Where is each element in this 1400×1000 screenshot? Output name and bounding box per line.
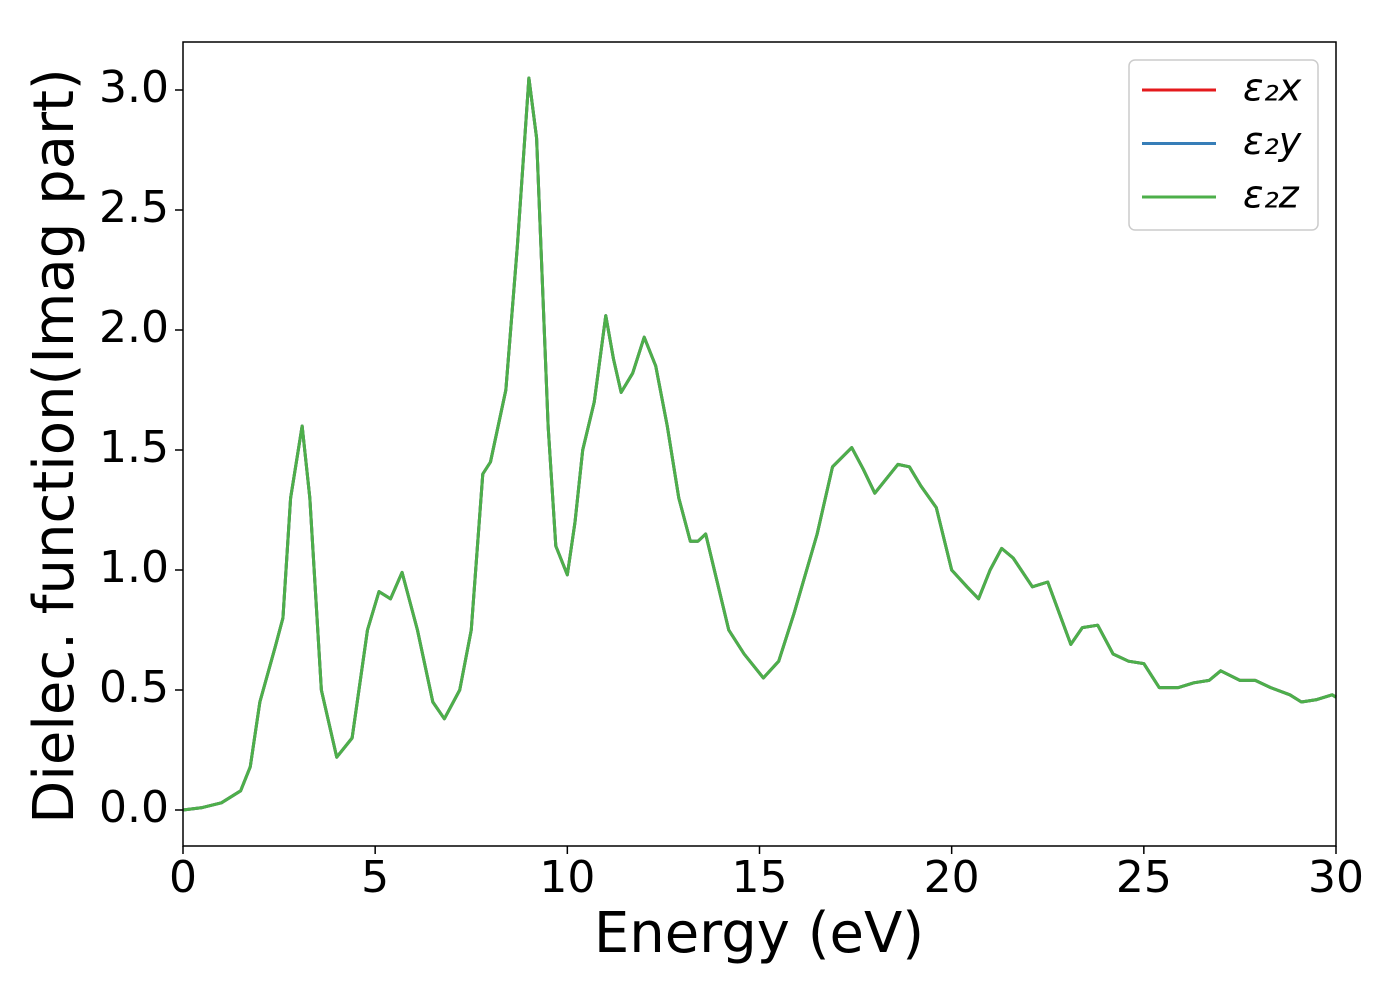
x-tick-label: 30 bbox=[1308, 852, 1364, 903]
y-tick-label: 1.5 bbox=[99, 422, 169, 473]
data-line bbox=[182, 76, 1337, 812]
x-tick-label: 20 bbox=[924, 852, 980, 903]
plot-frame bbox=[182, 41, 1337, 847]
y-tick-label: 0.0 bbox=[99, 782, 169, 833]
x-tick-label: 15 bbox=[732, 852, 788, 903]
y-tick-label: 2.0 bbox=[99, 302, 169, 353]
x-tick-label: 0 bbox=[169, 852, 197, 903]
x-tick-label: 5 bbox=[361, 852, 389, 903]
legend-label: ε₂z bbox=[1243, 173, 1300, 217]
legend-label: ε₂x bbox=[1243, 66, 1302, 110]
legend-box bbox=[1128, 59, 1319, 231]
y-tick-label: 0.5 bbox=[99, 662, 169, 713]
y-tick-label: 3.0 bbox=[99, 62, 169, 113]
x-tick-label: 10 bbox=[539, 852, 595, 903]
x-tick-label: 25 bbox=[1116, 852, 1172, 903]
y-axis-label: Dielec. function(Imag part) bbox=[22, 68, 87, 824]
legend-label: ε₂y bbox=[1243, 119, 1302, 163]
y-tick-label: 2.5 bbox=[99, 182, 169, 233]
y-tick-label: 1.0 bbox=[99, 542, 169, 593]
x-axis-label: Energy (eV) bbox=[594, 901, 924, 966]
